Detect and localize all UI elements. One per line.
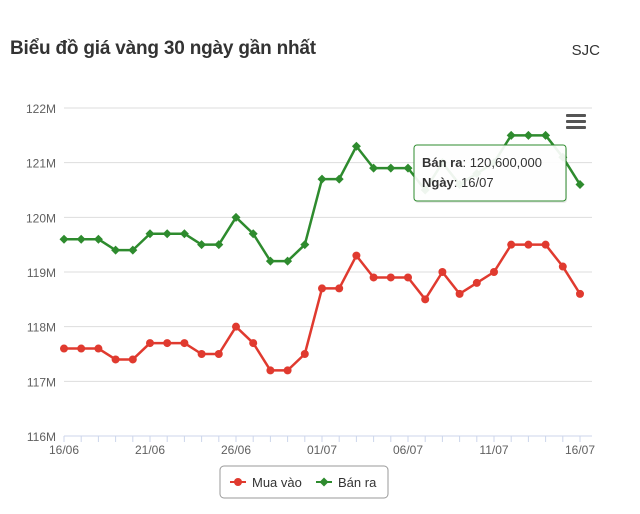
x-tick-label: 26/06 — [221, 443, 251, 457]
legend-item-sell[interactable]: Bán ra — [316, 475, 377, 490]
data-point-sell[interactable] — [197, 240, 207, 250]
tooltip: Bán ra: 120,600,000 Ngày: 16/07 — [413, 144, 567, 203]
data-point-buy[interactable] — [214, 350, 223, 358]
x-tick-label: 11/07 — [479, 443, 508, 457]
hamburger-menu-icon[interactable] — [566, 114, 586, 132]
tooltip-sell-value: : 120,600,000 — [462, 155, 542, 170]
x-tick-label: 16/06 — [49, 443, 79, 457]
data-point-buy[interactable] — [576, 289, 584, 298]
data-point-buy[interactable] — [180, 339, 189, 348]
data-point-buy[interactable] — [421, 295, 430, 304]
x-tick-label: 01/07 — [307, 443, 337, 457]
data-point-sell[interactable] — [334, 174, 344, 184]
legend-label: Bán ra — [338, 475, 377, 490]
data-point-sell[interactable] — [162, 229, 172, 239]
data-point-buy[interactable] — [163, 339, 172, 348]
data-point-buy[interactable] — [128, 355, 137, 364]
legend-marker — [234, 478, 242, 486]
tooltip-date-label: Ngày — [422, 175, 455, 190]
data-point-sell[interactable] — [575, 180, 585, 190]
data-point-buy[interactable] — [404, 273, 412, 282]
y-tick-label: 116M — [27, 430, 56, 444]
y-tick-label: 121M — [26, 157, 56, 171]
legend-item-buy[interactable]: Mua vào — [230, 475, 302, 490]
data-point-sell[interactable] — [145, 229, 155, 239]
tooltip-date-line: Ngày: 16/07 — [422, 175, 494, 190]
data-point-sell[interactable] — [300, 240, 310, 250]
data-point-buy[interactable] — [386, 273, 395, 282]
legend-marker — [319, 477, 329, 487]
data-point-buy[interactable] — [111, 355, 120, 364]
data-point-buy[interactable] — [490, 268, 498, 276]
legend-label: Mua vào — [252, 475, 302, 490]
data-point-buy[interactable] — [369, 273, 378, 282]
tooltip-sell-label: Bán ra — [422, 155, 463, 170]
data-point-sell[interactable] — [93, 234, 103, 244]
data-point-sell[interactable] — [369, 163, 379, 173]
data-point-buy[interactable] — [507, 240, 516, 249]
data-point-buy[interactable] — [94, 344, 103, 353]
tooltip-box — [413, 144, 567, 202]
data-point-sell[interactable] — [265, 256, 275, 266]
data-point-buy[interactable] — [232, 322, 240, 331]
tooltip-date-value: : 16/07 — [454, 175, 494, 190]
brand-label: SJC — [571, 42, 600, 59]
data-point-buy[interactable] — [197, 350, 206, 358]
page-title: Biểu đồ giá vàng 30 ngày gần nhất — [10, 38, 316, 59]
data-point-sell[interactable] — [506, 130, 516, 140]
data-point-sell[interactable] — [541, 130, 551, 140]
data-point-buy[interactable] — [283, 366, 292, 375]
data-point-buy[interactable] — [524, 240, 533, 249]
data-point-sell[interactable] — [59, 234, 69, 244]
data-point-sell[interactable] — [248, 229, 258, 239]
data-point-buy[interactable] — [455, 289, 464, 298]
data-point-buy[interactable] — [472, 278, 481, 287]
data-point-buy[interactable] — [352, 251, 361, 260]
data-point-buy[interactable] — [318, 284, 326, 293]
y-tick-label: 122M — [26, 102, 56, 116]
x-tick-label: 06/07 — [393, 443, 423, 457]
data-point-sell[interactable] — [76, 234, 86, 244]
data-point-buy[interactable] — [146, 339, 154, 348]
data-point-buy[interactable] — [249, 339, 258, 348]
y-tick-label: 118M — [27, 321, 56, 335]
data-point-buy[interactable] — [541, 240, 550, 249]
data-point-buy[interactable] — [335, 284, 344, 293]
data-point-sell[interactable] — [351, 141, 361, 151]
data-point-sell[interactable] — [231, 212, 241, 222]
data-point-buy[interactable] — [438, 268, 447, 276]
legend-box — [219, 465, 389, 499]
data-point-buy[interactable] — [558, 262, 567, 271]
data-point-sell[interactable] — [317, 174, 327, 184]
y-tick-label: 117M — [27, 375, 56, 389]
data-point-buy[interactable] — [77, 344, 86, 353]
series-line-buy — [64, 243, 582, 372]
data-point-buy[interactable] — [300, 350, 309, 358]
y-tick-label: 119M — [27, 266, 56, 280]
x-tick-label: 16/07 — [565, 443, 595, 457]
data-point-sell[interactable] — [403, 163, 413, 173]
x-tick-label: 21/06 — [135, 443, 165, 457]
data-point-buy[interactable] — [266, 366, 275, 375]
data-point-sell[interactable] — [283, 256, 293, 266]
data-point-sell[interactable] — [111, 245, 121, 255]
tooltip-sell-line: Bán ra: 120,600,000 — [422, 155, 542, 170]
data-point-buy[interactable] — [60, 344, 68, 353]
data-point-sell[interactable] — [523, 130, 533, 140]
data-point-sell[interactable] — [214, 240, 224, 250]
y-tick-label: 120M — [26, 211, 56, 225]
data-point-sell[interactable] — [128, 245, 138, 255]
data-point-sell[interactable] — [179, 229, 189, 239]
data-point-sell[interactable] — [386, 163, 396, 173]
